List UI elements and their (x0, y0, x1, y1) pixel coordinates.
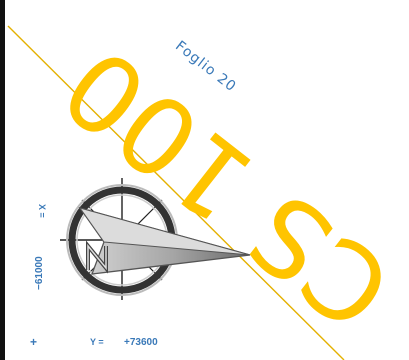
x-coordinate-label: X = (37, 204, 47, 218)
grid-cross-mark: + (30, 335, 38, 349)
x-coordinate-value: −61000 (34, 256, 45, 290)
y-coordinate-value: +73600 (124, 337, 158, 348)
boundary-line (7, 25, 345, 360)
map-frame-edge (0, 0, 5, 360)
compass-rose-icon (60, 178, 251, 300)
y-coordinate-label: Y = (90, 337, 104, 347)
